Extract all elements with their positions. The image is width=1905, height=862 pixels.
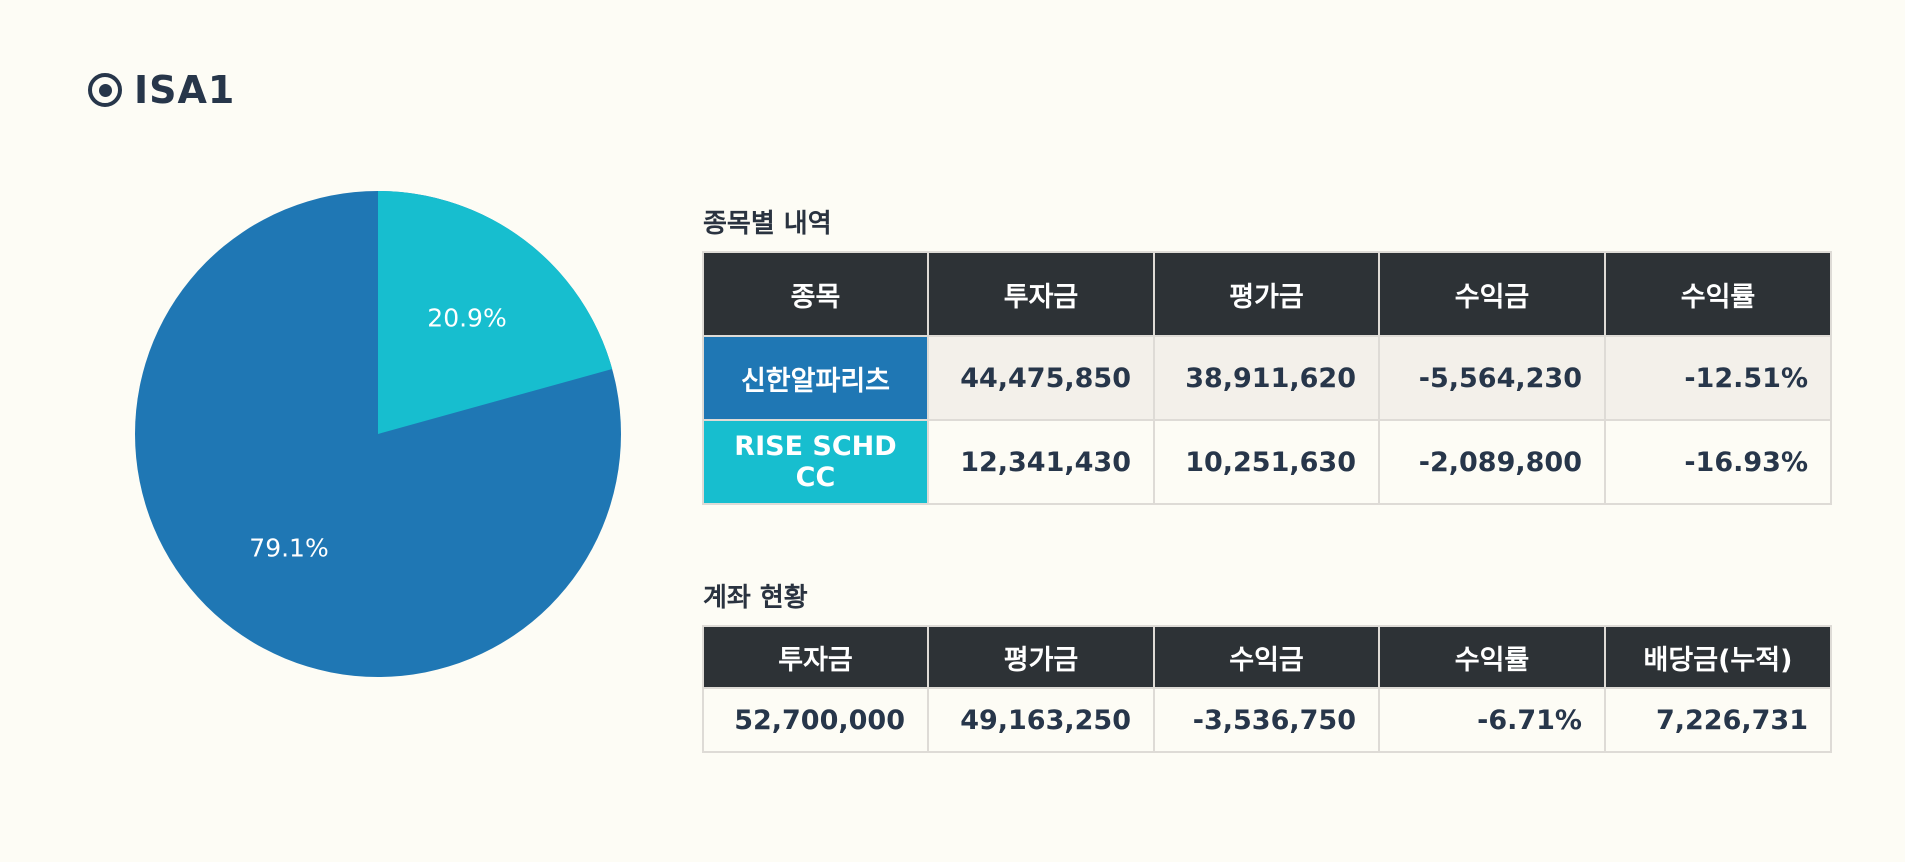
- col-header-invest: 투자금: [702, 625, 929, 689]
- col-header-value: 평가금: [1153, 251, 1380, 337]
- account-header-row: 투자금 평가금 수익금 수익률 배당금(누적): [702, 625, 1832, 689]
- holding-name: RISE SCHD CC: [702, 419, 929, 505]
- account-rate: -6.71%: [1378, 687, 1606, 753]
- holding-profit: -5,564,230: [1378, 335, 1606, 421]
- account-table: 투자금 평가금 수익금 수익률 배당금(누적) 52,700,000 49,16…: [702, 625, 1832, 753]
- pie-chart: 20.9% 79.1%: [135, 191, 621, 677]
- title-text: ISA1: [134, 68, 236, 112]
- col-header-rate: 수익률: [1604, 251, 1832, 337]
- col-header-invest: 투자금: [927, 251, 1155, 337]
- pie-label-shinhan: 79.1%: [249, 533, 329, 563]
- table-row: RISE SCHD CC 12,341,430 10,251,630 -2,08…: [702, 419, 1832, 505]
- holding-invest: 12,341,430: [927, 419, 1155, 505]
- table-row: 52,700,000 49,163,250 -3,536,750 -6.71% …: [702, 687, 1832, 753]
- radio-target-icon: [88, 73, 122, 107]
- holdings-header-row: 종목 투자금 평가금 수익금 수익률: [702, 251, 1832, 337]
- holding-name: 신한알파리츠: [702, 335, 929, 421]
- holding-rate: -12.51%: [1604, 335, 1832, 421]
- holding-rate: -16.93%: [1604, 419, 1832, 505]
- col-header-profit: 수익금: [1153, 625, 1380, 689]
- pie-svg: [135, 191, 621, 677]
- col-header-dividend: 배당금(누적): [1604, 625, 1832, 689]
- col-header-value: 평가금: [927, 625, 1155, 689]
- holding-profit: -2,089,800: [1378, 419, 1606, 505]
- pie-slice-rise: [378, 191, 613, 434]
- holdings-title: 종목별 내역: [703, 209, 832, 239]
- holdings-table: 종목 투자금 평가금 수익금 수익률 신한알파리츠 44,475,850 38,…: [702, 251, 1832, 505]
- account-value: 49,163,250: [927, 687, 1155, 753]
- account-dividend: 7,226,731: [1604, 687, 1832, 753]
- col-header-profit: 수익금: [1378, 251, 1606, 337]
- col-header-name: 종목: [702, 251, 929, 337]
- account-profit: -3,536,750: [1153, 687, 1380, 753]
- account-invest: 52,700,000: [702, 687, 929, 753]
- holding-value: 38,911,620: [1153, 335, 1380, 421]
- pie-label-rise: 20.9%: [427, 303, 507, 333]
- account-title: 계좌 현황: [703, 583, 808, 613]
- holding-invest: 44,475,850: [927, 335, 1155, 421]
- page-title: ISA1: [88, 68, 235, 112]
- holding-value: 10,251,630: [1153, 419, 1380, 505]
- col-header-rate: 수익률: [1378, 625, 1606, 689]
- table-row: 신한알파리츠 44,475,850 38,911,620 -5,564,230 …: [702, 335, 1832, 421]
